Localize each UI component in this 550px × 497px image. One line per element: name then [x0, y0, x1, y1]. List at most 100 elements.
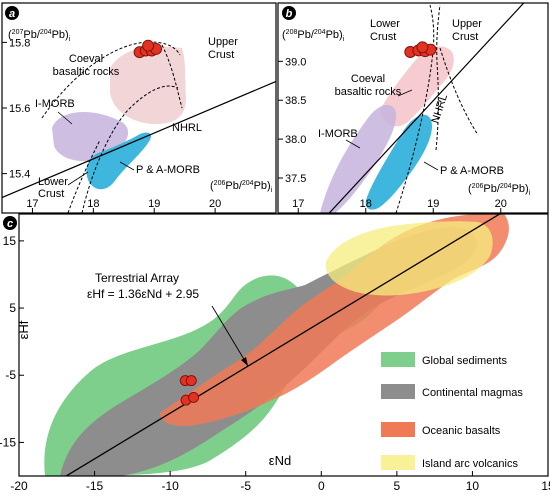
panel-c-y-ticks: -15 -5 5 15	[0, 234, 24, 449]
upper-crust-curve-1	[67, 139, 101, 213]
x-tick-label: 0	[318, 479, 325, 493]
panel-c-ylabel: εHf	[16, 320, 31, 339]
panel-c-badge-letter: c	[7, 218, 13, 230]
x-tick-label: -15	[86, 479, 104, 493]
sample-point	[416, 41, 429, 54]
x-tick-label: 19	[148, 198, 160, 210]
panel-a-fields	[2, 39, 276, 213]
lower-crust-label-a: Lower Crust	[38, 176, 68, 200]
panel-b-x-ticks: 17 18 19 20	[292, 198, 507, 213]
x-tick-label: 15	[541, 479, 550, 493]
imorb-label-a: I-MORB	[35, 98, 75, 110]
crust-curve-b1	[395, 4, 435, 213]
panel-a-xlabel: (206Pb/204Pb)i	[210, 180, 273, 194]
nhrl-line-b	[328, 3, 525, 213]
panel-b-frame	[277, 2, 549, 214]
sample-point	[142, 39, 155, 52]
x-tick-label: 18	[87, 198, 99, 210]
imorb-leader-b	[345, 139, 361, 149]
y-tick-label: 15.4	[9, 169, 30, 181]
pa-morb-leader-a	[119, 161, 135, 171]
legend-swatch	[381, 352, 415, 367]
island-arc-field	[325, 221, 493, 296]
x-tick-label: 5	[394, 479, 401, 493]
panel-c-xlabel: εNd	[269, 453, 291, 468]
crust-curve-b3	[439, 47, 479, 136]
y-tick-label: 15.8	[9, 37, 30, 49]
panel-b-y-ticks: 37.5 38.0 38.5 39.0	[278, 56, 306, 185]
sample-point	[188, 391, 200, 403]
sample-points-b	[404, 41, 437, 58]
panel-a-x-ticks: 17 18 19 20	[26, 198, 221, 213]
lower-crust-curve	[81, 85, 179, 213]
sample-points-c	[179, 375, 200, 406]
pa-morb-field-b	[365, 114, 433, 210]
legend-swatch	[381, 384, 415, 399]
y-tick-label: 37.5	[285, 173, 306, 185]
x-tick-label: 18	[360, 198, 372, 210]
upper-crust-label-a: Upper Crust	[208, 36, 238, 61]
panel-a-ylabel: (207Pb/204Pb)i	[8, 29, 71, 43]
sample-points-a	[133, 39, 162, 59]
panel-a-badge	[5, 6, 19, 20]
panel-b-fields	[320, 3, 525, 213]
upper-crust-field	[110, 46, 186, 125]
legend-swatch	[381, 455, 415, 470]
panel-a-y-ticks: 15.4 15.6 15.8	[2, 37, 30, 181]
imorb-leader-a	[57, 111, 73, 125]
legend-label: Island arc volcanics	[422, 458, 518, 470]
y-tick-label: 15.6	[9, 103, 30, 115]
imorb-label-b: I-MORB	[318, 128, 358, 140]
panel-b: b 37.5 38.0 38.5 39.0 17 18 19 20 (208Pb/204Pb…	[277, 2, 549, 214]
imorb-field-b	[320, 104, 397, 213]
y-tick-label: 15	[3, 234, 17, 248]
legend-swatch	[381, 422, 415, 437]
x-tick-label: 20	[495, 198, 507, 210]
legend-label: Oceanic basalts	[422, 425, 501, 437]
pa-morb-field	[86, 132, 152, 190]
pa-morb-leader-b	[423, 161, 439, 171]
legend-label: Continental magmas	[422, 387, 523, 399]
panel-a-badge-letter: a	[9, 8, 15, 20]
y-tick-label: 38.0	[285, 134, 306, 146]
panel-c-legend: Global sediments Continental magmas Oceani…	[381, 352, 523, 470]
x-tick-label: 20	[209, 198, 221, 210]
panel-c: c -15 -5 5 15 -20 -15 -10 -5 0 5 10 15 εHf εNd Ter…	[0, 213, 550, 493]
terrestrial-array-title: Terrestrial Array	[95, 271, 179, 285]
y-tick-label: -5	[5, 368, 16, 382]
panel-b-xlabel: (206Pb/204Pb)i	[468, 183, 531, 197]
panel-b-badge	[282, 6, 296, 20]
x-tick-label: 10	[466, 479, 480, 493]
x-tick-label: 17	[292, 198, 304, 210]
x-tick-label: 19	[427, 198, 439, 210]
sample-point	[185, 375, 197, 387]
panel-c-fields	[44, 214, 509, 476]
nhrl-line	[2, 80, 276, 199]
panel-a: a 15.4 15.6 15.8 17 18 19 20 (207Pb/204Pb)i (…	[1, 2, 277, 214]
panel-b-badge-letter: b	[286, 8, 293, 20]
panel-c-badge	[3, 216, 17, 230]
nhrl-label-a: NHRL	[172, 122, 202, 134]
x-tick-label: 17	[26, 198, 38, 210]
coeval-crust-curve	[41, 41, 181, 119]
lower-crust-label-b: Lower Crust	[370, 18, 400, 43]
y-tick-label: 38.5	[285, 95, 306, 107]
y-tick-label: -15	[0, 435, 16, 449]
pa-morb-label-a: P & A-MORB	[136, 164, 200, 176]
pa-morb-label-b: P & A-MORB	[440, 165, 504, 177]
x-tick-label: -10	[161, 479, 179, 493]
panel-c-x-ticks: -20 -15 -10 -5 0 5 10 15	[10, 471, 550, 493]
x-tick-label: -20	[10, 479, 28, 493]
equation-leader	[211, 305, 249, 367]
nhrl-label-b: NHRL	[429, 93, 450, 125]
y-tick-label: 39.0	[285, 56, 306, 68]
legend-label: Global sediments	[422, 355, 507, 367]
upper-crust-curve-2	[161, 44, 183, 109]
upper-crust-label-b: Upper Crust	[452, 18, 482, 43]
terrestrial-array-equation: εHf = 1.36εNd + 2.95	[87, 287, 199, 301]
y-tick-label: 5	[9, 301, 16, 315]
panel-b-ylabel: (208Pb/204Pb)i	[282, 29, 345, 43]
coeval-field-b	[380, 46, 454, 127]
terrestrial-array-line	[64, 214, 501, 476]
x-tick-label: -5	[240, 479, 251, 493]
